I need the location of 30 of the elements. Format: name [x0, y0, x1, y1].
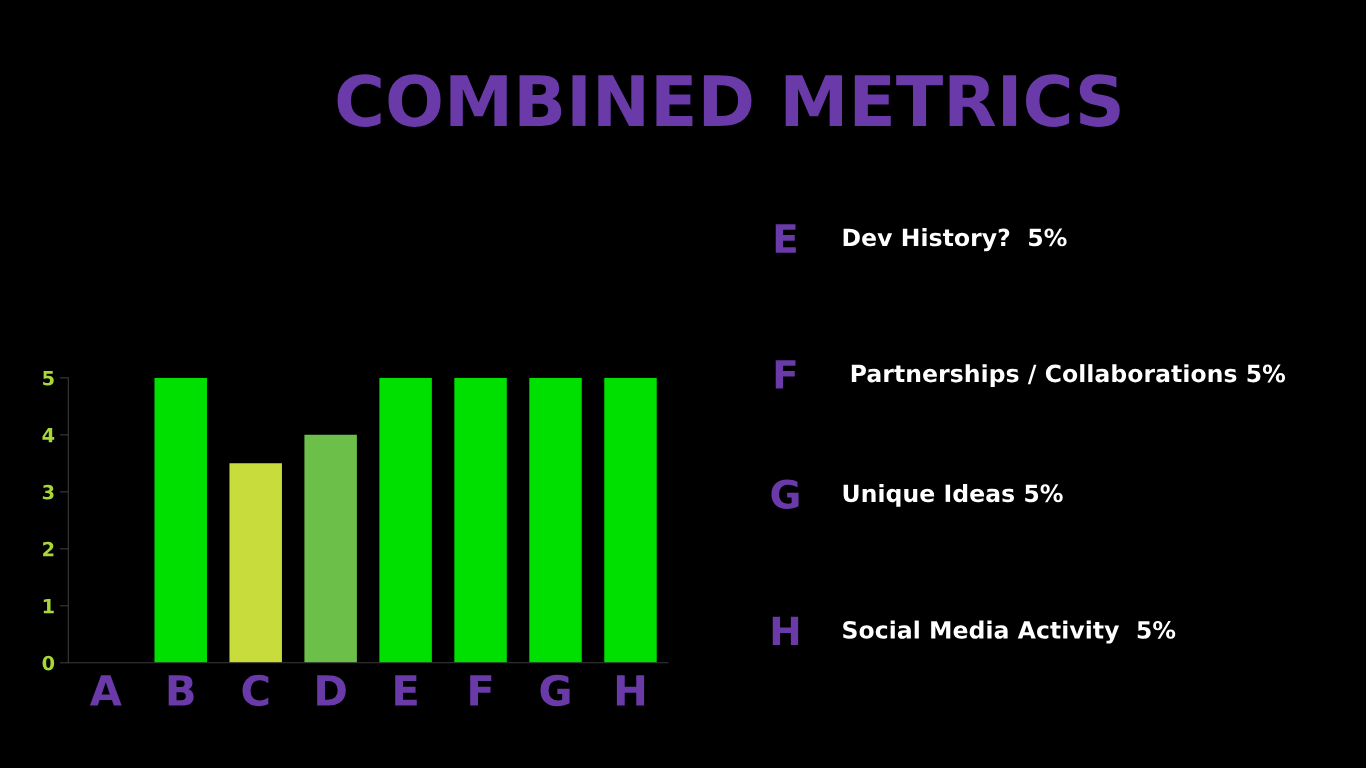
y-tick-label: 4: [42, 428, 55, 443]
x-tick-label: B: [168, 675, 194, 706]
x-tick-label: E: [395, 675, 417, 706]
bar: [604, 377, 657, 663]
bar: [304, 434, 357, 663]
bar: [529, 377, 582, 663]
bar: [379, 377, 432, 663]
text: F: [775, 360, 796, 389]
y-tick-label: 0: [42, 655, 55, 671]
y-tick-label: 1: [43, 599, 54, 614]
bar: [454, 377, 507, 663]
text: G: [771, 479, 799, 509]
text: Social Media Activity 5%: [843, 620, 1176, 644]
bar: [154, 377, 207, 663]
text: H: [772, 616, 799, 646]
x-tick-label: G: [540, 674, 570, 707]
chart-title: COMBINED METRICS: [337, 74, 1120, 127]
text: Unique Ideas 5%: [843, 483, 1063, 507]
x-tick-label: A: [89, 675, 122, 706]
y-tick-label: 2: [43, 541, 54, 557]
x-tick-label: F: [470, 675, 492, 706]
bar: [229, 463, 282, 663]
y-tick-label: 3: [42, 484, 54, 500]
text: Dev History? 5%: [843, 228, 1067, 252]
x-tick-label: C: [242, 674, 269, 707]
y-tick-label: 5: [43, 371, 54, 386]
x-tick-label: H: [616, 675, 645, 706]
text: E: [775, 224, 796, 253]
x-tick-label: D: [317, 675, 346, 706]
text: Partnerships / Collaborations 5%: [851, 364, 1286, 387]
